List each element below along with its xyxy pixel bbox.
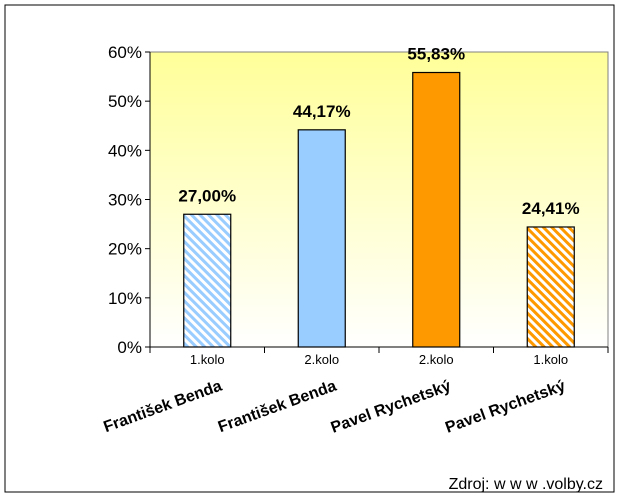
y-tick-label: 40%	[108, 141, 142, 160]
bar	[183, 213, 232, 348]
data-label: 24,41%	[522, 199, 580, 218]
data-label: 44,17%	[293, 102, 351, 121]
y-tick-label: 60%	[108, 43, 142, 62]
x-tick-label: 2.kolo	[419, 352, 454, 367]
bar	[412, 71, 461, 348]
bar	[526, 226, 575, 348]
x-tick-label: 1.kolo	[533, 352, 568, 367]
source-label: Zdroj: w w w .volby.cz	[449, 476, 603, 493]
y-tick-label: 20%	[108, 240, 142, 259]
data-label: 27,00%	[178, 186, 236, 205]
y-tick-label: 0%	[117, 338, 142, 357]
y-tick-label: 30%	[108, 191, 142, 210]
y-tick-label: 50%	[108, 92, 142, 111]
x-tick-label: 1.kolo	[190, 352, 225, 367]
data-label: 55,83%	[407, 45, 465, 64]
bar	[297, 129, 346, 348]
y-tick-label: 10%	[108, 289, 142, 308]
x-tick-label: 2.kolo	[304, 352, 339, 367]
